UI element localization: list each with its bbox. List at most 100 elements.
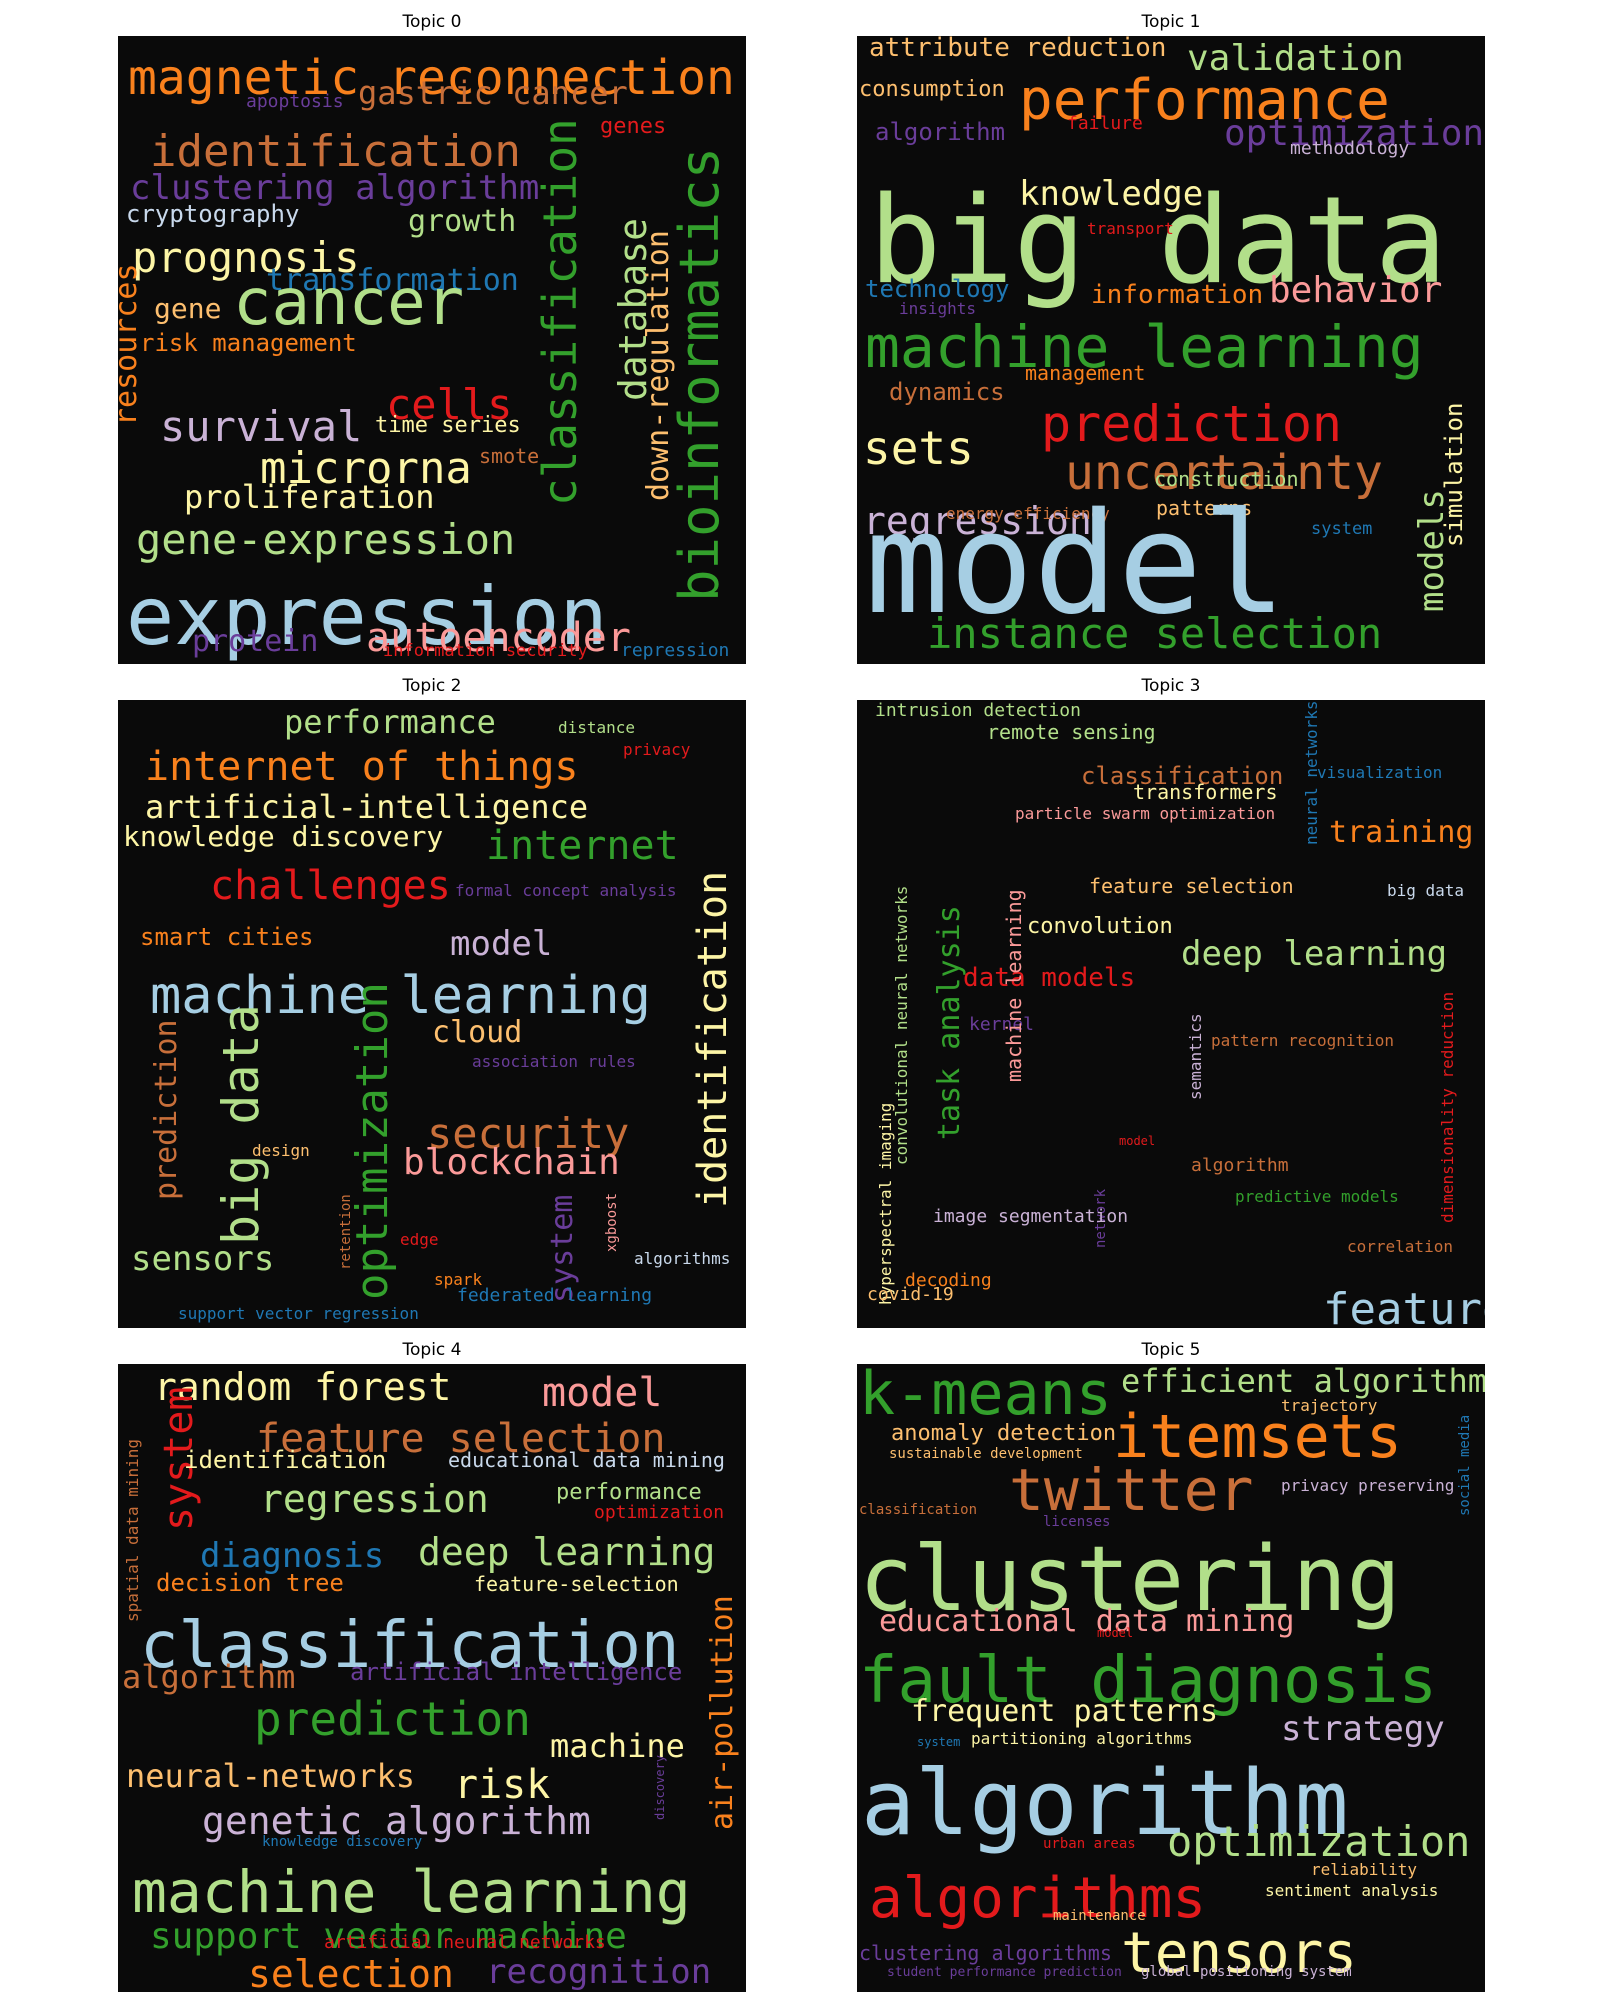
word-edge: edge xyxy=(400,1230,439,1249)
word-model: model xyxy=(865,483,1286,646)
word-performance: performance xyxy=(284,703,496,741)
word-protein: protein xyxy=(192,624,318,659)
word-risk-management: risk management xyxy=(140,329,357,357)
word-energy-efficiency: energy efficiency xyxy=(946,504,1110,523)
word-gene: gene xyxy=(154,292,221,325)
word-magnetic-reconnection: magnetic reconnection xyxy=(128,50,735,106)
word-microrna: microrna xyxy=(260,443,472,494)
word-identification: identification xyxy=(690,871,736,1208)
word-risk: risk xyxy=(454,1762,550,1808)
word-instance-selection: instance selection xyxy=(927,609,1382,658)
word-patterns: patterns xyxy=(1156,496,1252,520)
word-machine-learning: machine learning xyxy=(1002,889,1026,1082)
topic-3-title: Topic 3 xyxy=(1141,676,1201,696)
word-resources: resources xyxy=(118,263,144,426)
word-transport: transport xyxy=(1087,219,1174,238)
word-classification: classification xyxy=(140,1609,679,1683)
word-deep-learning: deep learning xyxy=(1181,934,1447,974)
topic-1-title: Topic 1 xyxy=(1141,12,1201,32)
word-formal-concept-analysis: formal concept analysis xyxy=(455,881,677,900)
word-big-data: big data xyxy=(869,172,1447,311)
word-prediction: prediction xyxy=(1041,395,1342,453)
word-tensors: tensors xyxy=(1121,1921,1357,1986)
word-data-models: data models xyxy=(963,963,1135,993)
word-spark: spark xyxy=(434,1270,483,1289)
word-regression: regression xyxy=(863,499,1092,543)
word-big-data: big data xyxy=(1387,881,1464,900)
word-machine: machine xyxy=(550,1727,685,1765)
word-recognition: recognition xyxy=(486,1952,711,1992)
word-decoding: decoding xyxy=(905,1270,992,1291)
word-retention: retention xyxy=(338,1194,354,1270)
word-gene-expression: gene-expression xyxy=(136,515,515,564)
word-selection: selection xyxy=(248,1952,454,1992)
word-insights: insights xyxy=(899,299,976,318)
word-big-data: big data xyxy=(212,1004,270,1245)
topic-5-title: Topic 5 xyxy=(1141,1340,1201,1360)
word-technology: technology xyxy=(865,275,1010,303)
word-transformation: transformation xyxy=(266,263,519,298)
word-partitioning-algorithms: partitioning algorithms xyxy=(971,1729,1193,1748)
word-neural-networks: neural networks xyxy=(1302,701,1321,846)
word-bioinformatics: bioinformatics xyxy=(668,147,731,602)
word-feature-extraction: feature extraction xyxy=(1323,1284,1485,1328)
word-uncertainty: uncertainty xyxy=(1065,445,1383,501)
word-network: network xyxy=(1093,1188,1109,1248)
word-dimensionality-reduction: dimensionality reduction xyxy=(1438,992,1457,1223)
word-attribute-reduction: attribute reduction xyxy=(869,36,1166,63)
word-prognosis: prognosis xyxy=(132,233,360,282)
word-spatial-data-mining: spatial data mining xyxy=(123,1439,142,1622)
word-repression: repression xyxy=(621,640,729,661)
word-simulation: simulation xyxy=(1440,403,1468,548)
word-sustainable-development: sustainable development xyxy=(889,1446,1083,1462)
word-artificial-intelligence: artificial intelligence xyxy=(350,1658,682,1686)
word-autoencoder: autoencoder xyxy=(366,615,631,661)
word-educational-data-mining: educational data mining xyxy=(448,1448,725,1472)
word-optimization: optimization xyxy=(1224,113,1484,154)
word-correlation: correlation xyxy=(1347,1237,1453,1256)
word-task-analysis: task analysis xyxy=(932,905,967,1140)
word-algorithm: algorithm xyxy=(122,1658,295,1696)
word-knowledge: knowledge xyxy=(1019,174,1203,214)
word-expression: expression xyxy=(126,570,608,663)
word-federated-learning: federated learning xyxy=(457,1285,652,1306)
word-models: models xyxy=(1412,489,1452,612)
word-algorithms: algorithms xyxy=(634,1249,730,1268)
word-global-positioning-system: global positioning system xyxy=(1141,1964,1352,1980)
word-feature-selection: feature selection xyxy=(256,1416,665,1462)
word-anomaly-detection: anomaly detection xyxy=(891,1421,1116,1446)
word-intrusion-detection: intrusion detection xyxy=(875,700,1081,721)
word-apoptosis: apoptosis xyxy=(246,91,344,112)
word-sets: sets xyxy=(863,421,974,475)
word-student-performance-prediction: student performance prediction xyxy=(887,1965,1122,1980)
word-classification: classification xyxy=(1081,762,1283,790)
word-association-rules: association rules xyxy=(472,1052,636,1071)
word-identification: identification xyxy=(150,126,521,177)
word-genes: genes xyxy=(600,114,666,139)
word-system: system xyxy=(156,1387,202,1532)
word-remote-sensing: remote sensing xyxy=(987,720,1156,744)
word-xgboost: xgboost xyxy=(604,1193,620,1252)
word-convolutional-neural-networks: convolutional neural networks xyxy=(892,886,911,1165)
word-model: model xyxy=(542,1370,662,1416)
word-gastric-cancer: gastric cancer xyxy=(358,74,628,112)
word-clustering: clustering xyxy=(859,1527,1401,1632)
word-genetic-algorithm: genetic algorithm xyxy=(202,1799,591,1843)
word-cryptography: cryptography xyxy=(126,200,299,228)
word-strategy: strategy xyxy=(1281,1709,1445,1749)
word-urban-areas: urban areas xyxy=(1043,1836,1136,1852)
word-clustering-algorithm: clustering algorithm xyxy=(130,168,539,208)
word-model: model xyxy=(450,924,552,964)
word-covid-19: covid-19 xyxy=(867,1284,954,1305)
word-fault-diagnosis: fault diagnosis xyxy=(859,1644,1437,1718)
word-survival: survival xyxy=(160,402,362,451)
word-trajectory: trajectory xyxy=(1281,1396,1378,1415)
word-algorithm: algorithm xyxy=(875,118,1005,146)
word-convolution: convolution xyxy=(1027,914,1173,939)
word-image-segmentation: image segmentation xyxy=(933,1206,1128,1227)
word-optimization: optimization xyxy=(594,1502,724,1523)
word-optimization: optimization xyxy=(1167,1817,1470,1866)
word-decision-tree: decision tree xyxy=(156,1569,344,1597)
word-reliability: reliability xyxy=(1311,1860,1417,1879)
word-deep-learning: deep learning xyxy=(418,1530,715,1574)
